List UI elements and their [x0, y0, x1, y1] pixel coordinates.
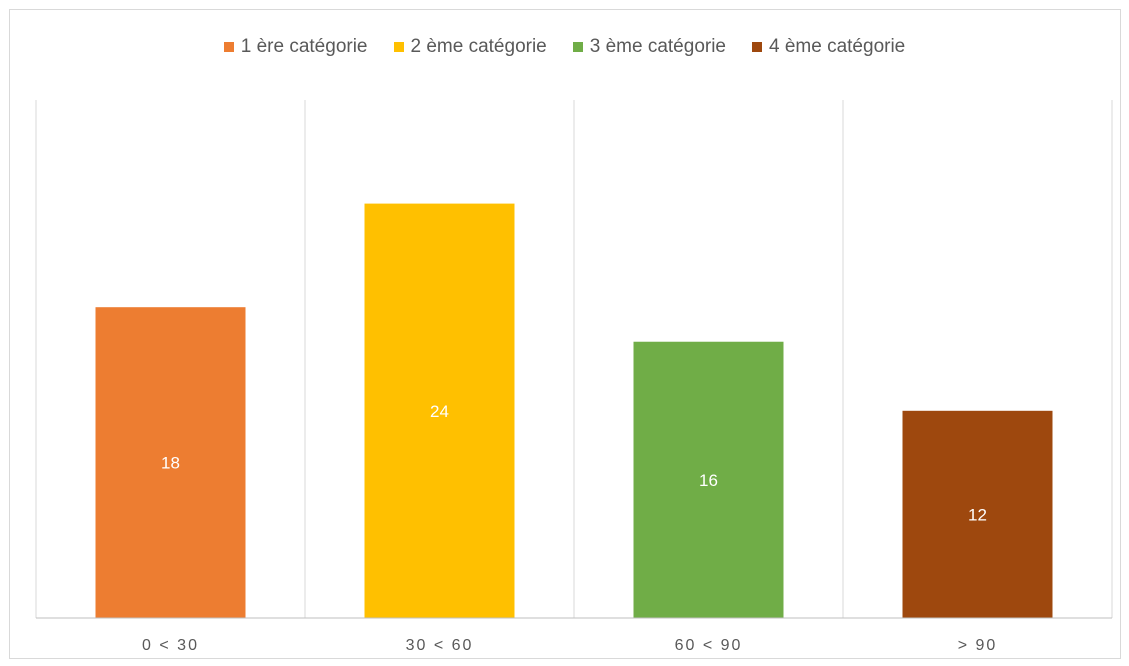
- x-tick-label: 0 < 30: [142, 637, 199, 654]
- bar-2: [364, 203, 515, 618]
- data-label: 16: [699, 471, 718, 490]
- legend-item-2: 2 ème catégorie: [393, 36, 547, 58]
- legend-item-4: 4 ème catégorie: [752, 36, 905, 58]
- legend-swatch: [223, 42, 234, 52]
- data-label: 24: [430, 402, 449, 421]
- x-tick-label: 30 < 60: [406, 637, 474, 654]
- legend-item-3: 3 ème catégorie: [572, 36, 726, 58]
- chart-legend: 1 ère catégorie 2 ème catégorie 3 ème caté…: [0, 36, 1129, 58]
- bar-3: [633, 341, 784, 618]
- legend-label: 2 ème catégorie: [410, 36, 547, 57]
- legend-label: 4 ème catégorie: [769, 36, 906, 57]
- bar-4: [902, 410, 1053, 618]
- legend-label: 1 ère catégorie: [240, 36, 368, 57]
- legend-swatch: [393, 42, 404, 52]
- data-label: 18: [161, 454, 180, 473]
- x-tick-label: 60 < 90: [675, 637, 743, 654]
- data-label: 12: [968, 505, 987, 524]
- legend-swatch: [752, 42, 762, 52]
- legend-item-1: 1 ère catégorie: [223, 36, 368, 58]
- legend-label: 3 ème catégorie: [589, 36, 726, 57]
- legend-swatch: [572, 42, 583, 52]
- bar-1: [95, 307, 246, 618]
- x-tick-label: > 90: [958, 637, 998, 654]
